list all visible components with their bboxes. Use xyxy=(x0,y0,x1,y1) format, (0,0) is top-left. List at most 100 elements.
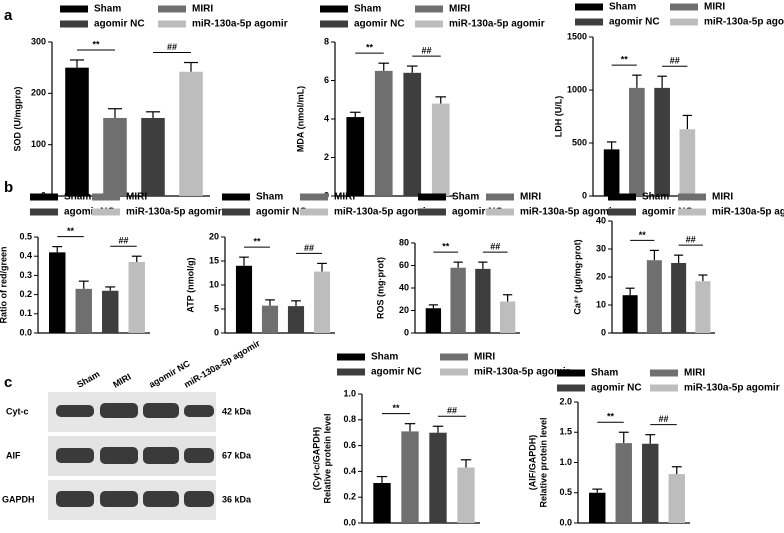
bar xyxy=(374,70,393,196)
y-tick-label: 0.1 xyxy=(19,308,32,318)
bar xyxy=(654,87,670,196)
legend-label: MIRI xyxy=(192,4,213,15)
significance-label: ** xyxy=(621,55,629,65)
bar xyxy=(603,149,620,196)
legend-swatch xyxy=(486,193,514,201)
legend-label: agomir NC xyxy=(452,207,503,218)
significance-label: ** xyxy=(392,403,400,413)
significance-label: ** xyxy=(607,412,615,422)
band xyxy=(184,491,214,507)
y-tick-label: 1.5 xyxy=(559,427,572,437)
y-tick-label: 20 xyxy=(399,305,409,315)
y-tick-label: 10 xyxy=(209,279,219,289)
legend-label: agomir NC xyxy=(64,207,115,218)
bar xyxy=(642,443,659,523)
legend-swatch xyxy=(222,193,250,201)
y-tick-label: 4 xyxy=(324,113,329,123)
bar xyxy=(615,443,632,523)
bar xyxy=(671,263,687,333)
bar xyxy=(499,301,516,333)
y-tick-label: 100 xyxy=(31,139,46,149)
y-tick-label: 2 xyxy=(324,152,329,162)
legend-swatch xyxy=(486,208,514,216)
panel-label: c xyxy=(4,374,12,391)
legend-swatch xyxy=(418,208,446,216)
y-tick-label: 0.4 xyxy=(19,251,32,261)
y-tick-label: 80 xyxy=(399,237,409,247)
legend-swatch xyxy=(92,193,120,201)
legend-swatch xyxy=(30,193,58,201)
legend-label: miR-130a-5p agomir xyxy=(334,207,430,218)
legend-swatch xyxy=(418,193,446,201)
bar xyxy=(425,308,442,333)
significance-label: ## xyxy=(118,236,128,246)
bar xyxy=(346,117,365,196)
significance-label: ** xyxy=(442,242,450,252)
y-tick-label: 0.5 xyxy=(19,231,32,241)
legend-label: agomir NC xyxy=(609,17,660,28)
legend-label: Sham xyxy=(64,192,91,203)
legend-label: miR-130a-5p agomir xyxy=(712,207,784,218)
y-tick-label: 0.5 xyxy=(559,487,572,497)
y-tick-label: 15 xyxy=(209,255,219,265)
legend-label: Sham xyxy=(452,192,479,203)
legend-swatch xyxy=(608,208,636,216)
legend-swatch xyxy=(670,18,698,26)
bar xyxy=(179,71,203,196)
bar xyxy=(401,431,419,523)
bar xyxy=(695,281,711,333)
band xyxy=(184,405,214,417)
lane-label: miR-130a-5p agomir xyxy=(182,338,262,390)
bar xyxy=(141,117,165,196)
y-tick-label: 0.0 xyxy=(343,517,356,527)
bar xyxy=(475,268,491,333)
y-axis-label: SOD (U/mgpro) xyxy=(12,87,22,152)
significance-label: ## xyxy=(670,56,680,66)
bar-chart: 0.0 0.2 0.4 0.6 0.8 1.0 Relative protein level… xyxy=(311,352,569,528)
bands xyxy=(56,403,214,507)
y-axis-label: (Cyt-c/GAPDH) xyxy=(311,427,321,491)
y-axis-label: (AIF/GAPDH) xyxy=(527,435,537,491)
legend-label: Sham xyxy=(591,368,618,379)
y-tick-label: 0 xyxy=(601,327,606,337)
y-tick-label: 0.2 xyxy=(343,492,356,502)
legend-swatch xyxy=(557,369,585,377)
y-tick-label: 0.8 xyxy=(343,414,356,424)
y-tick-label: 20 xyxy=(596,271,606,281)
y-tick-label: 40 xyxy=(596,215,606,225)
legend-swatch xyxy=(92,208,120,216)
y-tick-label: 5 xyxy=(214,303,219,313)
bar-chart: 0 5 10 15 20 ATP (nmol/g) Sham MIRI agomir NC miR… xyxy=(185,192,429,338)
legend-label: MIRI xyxy=(449,4,470,15)
significance-label: ## xyxy=(447,406,457,416)
y-tick-label: 0 xyxy=(582,190,587,200)
legend-swatch xyxy=(300,208,328,216)
y-tick-label: 500 xyxy=(572,137,587,147)
panel-label: b xyxy=(4,179,13,196)
y-axis-label: MDA (nmol/mL) xyxy=(295,86,305,152)
bar xyxy=(457,467,475,523)
significance-label: ## xyxy=(490,242,500,252)
legend-label: Sham xyxy=(609,2,636,13)
legend-label: MIRI xyxy=(712,192,733,203)
legend-swatch xyxy=(440,368,468,376)
legend-swatch xyxy=(158,20,186,28)
legend-swatch xyxy=(320,5,348,13)
legend-label: agomir NC xyxy=(371,367,422,378)
band xyxy=(100,403,138,418)
y-axis-label: LDH (U/L) xyxy=(553,96,563,138)
bar-chart: 0 20 40 60 80 ROS (mg·prot) Sham MIRI agomir NC m… xyxy=(375,192,615,338)
legend-label: MIRI xyxy=(334,192,355,203)
legend-label: MIRI xyxy=(520,192,541,203)
lane-label: MIRI xyxy=(111,372,132,390)
legend-swatch xyxy=(415,5,443,13)
y-tick-label: 0.3 xyxy=(19,270,32,280)
significance-label: ** xyxy=(92,39,100,49)
bar xyxy=(65,67,89,197)
legend-swatch xyxy=(575,18,603,26)
